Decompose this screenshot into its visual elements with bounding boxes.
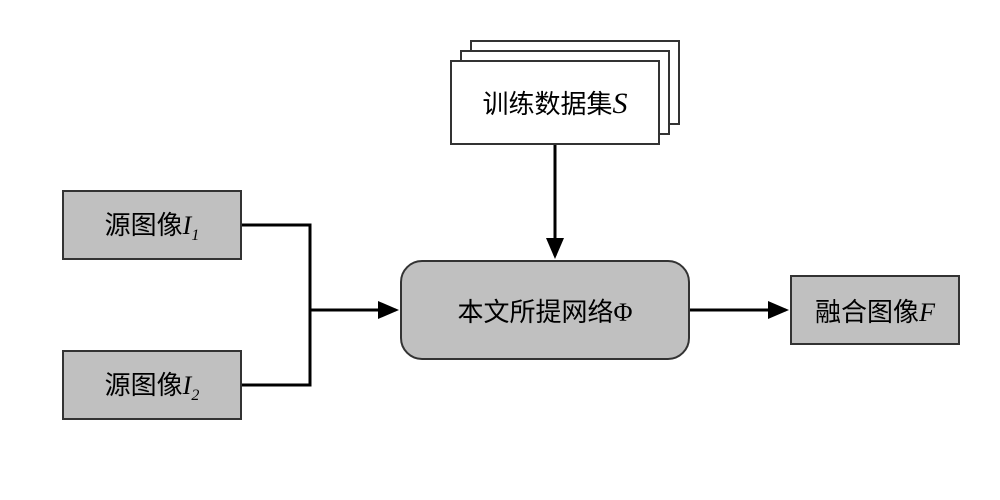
source-image-1-label: 源图像I1	[105, 205, 200, 245]
diagram-canvas: 训练数据集S 源图像I1 源图像I2 本文所提网络Φ 融合图像F	[0, 0, 1000, 500]
dataset-label: 训练数据集S	[482, 84, 627, 121]
network-label: 本文所提网络Φ	[457, 292, 632, 329]
source-2-label-cn: 源图像	[105, 371, 183, 400]
edge-source2	[242, 310, 310, 385]
output-box: 融合图像F	[790, 275, 960, 345]
source-image-2-box: 源图像I2	[62, 350, 242, 420]
source-1-sub: 1	[191, 227, 199, 244]
source-1-label-cn: 源图像	[105, 211, 183, 240]
dataset-label-var: S	[613, 87, 628, 120]
network-label-cn: 本文所提网络	[457, 298, 613, 327]
output-label: 融合图像F	[815, 292, 935, 329]
edge-source1	[242, 225, 310, 310]
network-label-var: Φ	[614, 298, 633, 327]
output-label-var: F	[919, 298, 935, 327]
dataset-label-cn: 训练数据集	[482, 90, 612, 119]
output-label-cn: 融合图像	[815, 298, 919, 327]
network-box: 本文所提网络Φ	[400, 260, 690, 360]
source-image-2-label: 源图像I2	[105, 365, 200, 405]
dataset-box: 训练数据集S	[450, 60, 660, 145]
source-2-sub: 2	[191, 387, 199, 404]
source-image-1-box: 源图像I1	[62, 190, 242, 260]
